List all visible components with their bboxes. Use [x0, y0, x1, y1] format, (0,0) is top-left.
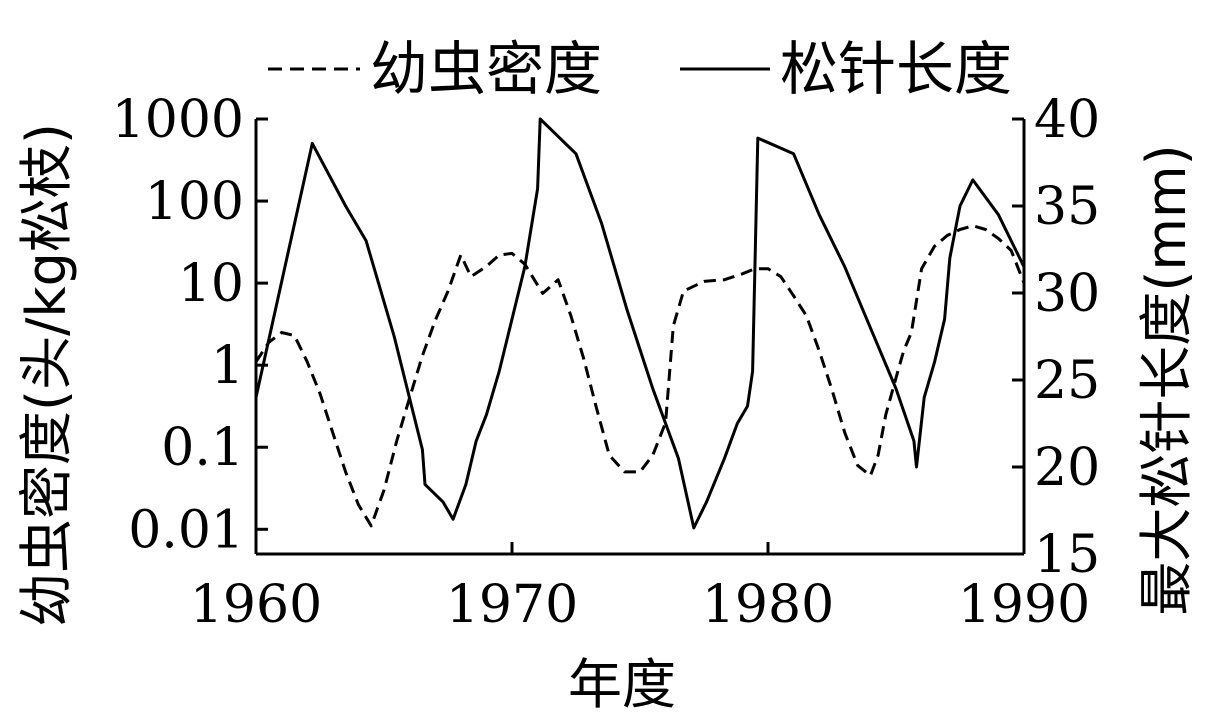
y-right-tick-label: 15: [1034, 525, 1100, 585]
y-axis-left-label: 幼虫密度(头/kg松枝): [15, 123, 78, 627]
y-right-tick-label: 25: [1034, 351, 1100, 411]
series-line-needle-length: [254, 117, 1026, 530]
axis-ticks: 1960 1970 1980 1990 1000 100 10 1 0.1 0.01 40 35 30 2…: [112, 90, 1101, 635]
y-left-tick-label: 100: [145, 172, 244, 232]
legend-label-larva-density: 幼虫密度: [370, 35, 602, 103]
y-left-tick-label: 1: [211, 336, 244, 396]
plot-series: [254, 117, 1026, 530]
y-right-tick-label: 20: [1034, 438, 1100, 498]
x-axis-label: 年度: [568, 653, 676, 716]
y-right-tick-label: 35: [1034, 177, 1100, 237]
x-tick-label: 1970: [446, 575, 578, 635]
x-tick-label: 1980: [702, 575, 834, 635]
x-tick-label: 1960: [190, 575, 322, 635]
series-line-larva-density: [254, 224, 1026, 528]
y-left-tick-label: 0.1: [161, 418, 244, 478]
y-axis-right-label: 最大松针长度(mm): [1135, 144, 1198, 615]
y-right-tick-label: 30: [1034, 264, 1100, 324]
legend: 幼虫密度 松针长度: [268, 35, 1012, 103]
y-left-tick-label: 1000: [112, 90, 244, 150]
x-tick-label: 1990: [958, 575, 1090, 635]
legend-label-needle-length: 松针长度: [780, 35, 1012, 103]
y-left-tick-label: 0.01: [128, 500, 244, 560]
plot-axes: [254, 119, 1026, 556]
y-right-tick-label: 40: [1034, 90, 1100, 150]
y-left-tick-label: 10: [178, 254, 244, 314]
